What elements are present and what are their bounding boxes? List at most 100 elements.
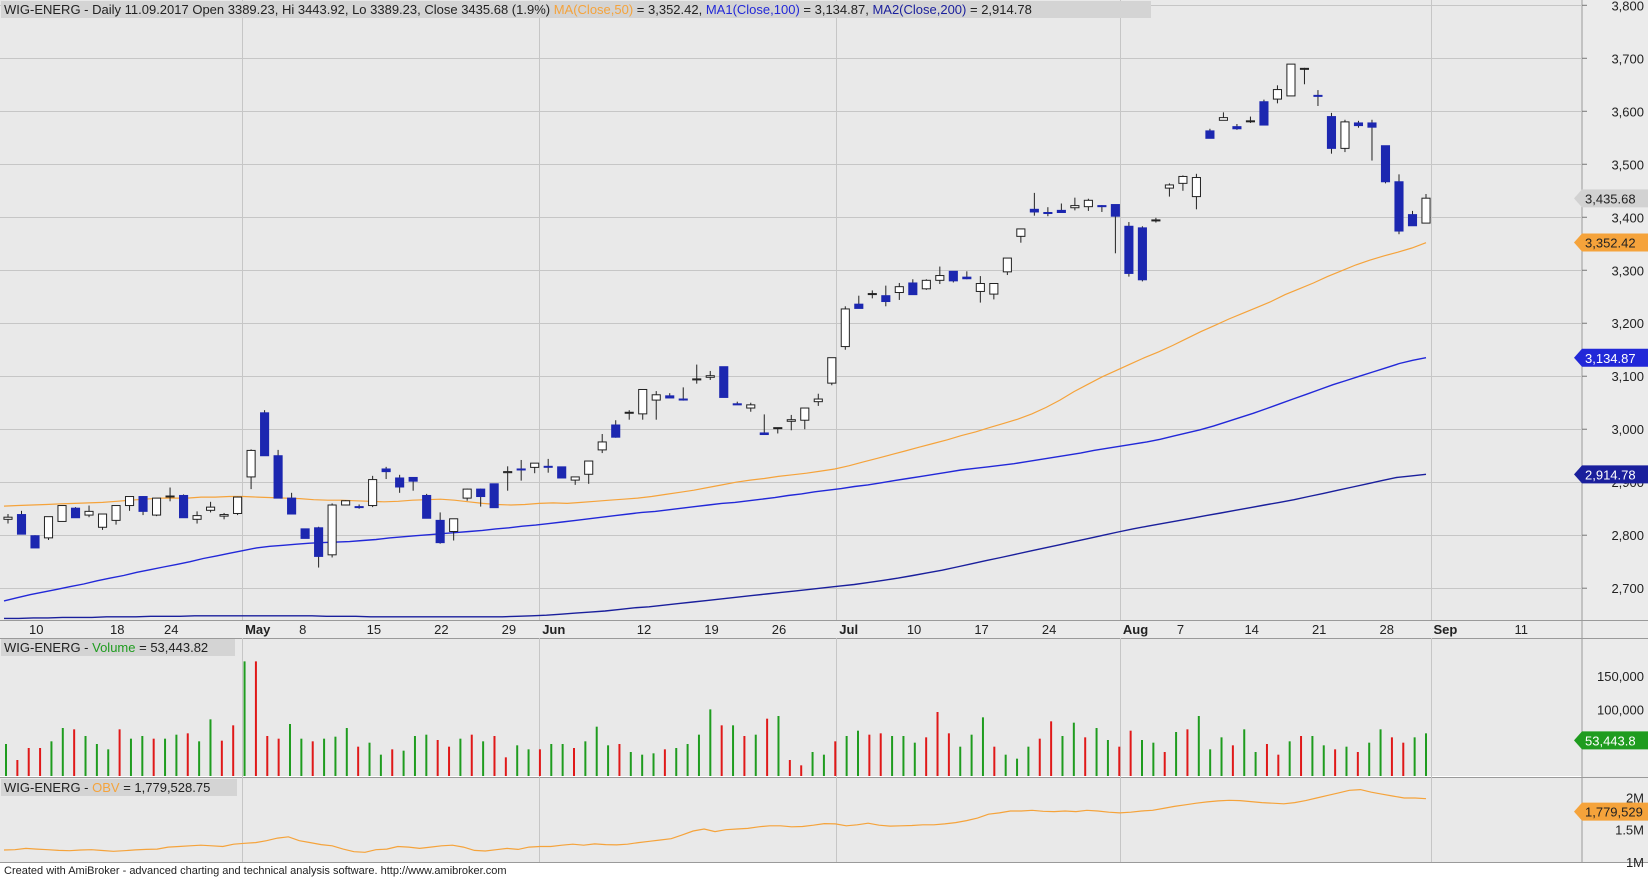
candle-body <box>867 293 877 296</box>
candle <box>124 496 135 511</box>
obv-tick-label: 2M <box>1626 790 1644 805</box>
candle-body <box>489 483 499 509</box>
candle <box>1205 128 1215 139</box>
price-panel[interactable] <box>0 0 1582 620</box>
candle-body <box>1083 199 1093 208</box>
candle-body <box>300 528 310 539</box>
candle-body <box>1070 205 1080 209</box>
candle <box>800 407 810 430</box>
candle-body <box>165 495 175 498</box>
candle <box>1056 203 1066 213</box>
candle <box>1191 173 1201 210</box>
candle-body <box>651 394 661 401</box>
obv-tick-label: 1M <box>1626 855 1644 870</box>
candle-body <box>1016 228 1026 237</box>
candle <box>422 493 432 519</box>
tag-label: 1,779,529 <box>1585 805 1643 820</box>
price-tick-label: 3,500 <box>1611 157 1644 172</box>
candle-body <box>1097 205 1107 208</box>
candle-body <box>543 465 553 468</box>
candle-body <box>1272 89 1282 100</box>
candle <box>854 295 864 309</box>
candle <box>30 535 40 549</box>
candle <box>1340 119 1350 153</box>
date-label: 12 <box>637 622 651 637</box>
candle-body <box>1205 130 1215 139</box>
candle-body <box>1043 211 1053 214</box>
candle <box>300 528 310 539</box>
candle <box>1016 228 1026 243</box>
candle-body <box>894 286 904 294</box>
candle-body <box>1367 122 1377 128</box>
volume-panel[interactable] <box>0 638 1582 776</box>
candle-body <box>962 276 972 280</box>
candle-body <box>476 488 486 498</box>
candle <box>516 459 526 481</box>
candle-body <box>854 303 864 309</box>
tag-shape <box>1574 189 1648 208</box>
month-label: May <box>245 622 271 637</box>
candle <box>1083 198 1093 211</box>
date-label: 24 <box>1042 622 1056 637</box>
candle-body <box>827 357 837 384</box>
candle-body <box>732 403 742 406</box>
candle-body <box>908 282 918 296</box>
price-header-bg <box>1 1 1151 18</box>
candle-body <box>746 404 756 409</box>
candle-body <box>449 518 459 533</box>
candle <box>638 388 648 420</box>
candle-body <box>381 468 391 473</box>
candle <box>489 483 499 509</box>
obv-line-group <box>3 788 1427 853</box>
candle <box>395 474 405 493</box>
obv-tick-label: 1.5M <box>1615 823 1644 838</box>
candle-body <box>422 494 432 519</box>
price-tick-label: 3,300 <box>1611 263 1644 278</box>
candle <box>381 466 391 480</box>
candle-body <box>287 497 297 515</box>
tag-label: 53,443.8 <box>1585 733 1636 748</box>
candle-body <box>260 412 270 457</box>
candle-body <box>624 411 634 414</box>
candle <box>732 401 742 406</box>
volume-header-bg <box>1 639 235 656</box>
candle <box>989 283 999 300</box>
moving-average-lines <box>3 242 1427 620</box>
price-header: WIG-ENERG - Daily 11.09.2017 Open 3389.2… <box>4 2 1032 17</box>
candle-body <box>1164 184 1174 189</box>
ma-line-1 <box>3 357 1427 602</box>
price-tick-label: 2,800 <box>1611 528 1644 543</box>
candle <box>1421 193 1431 224</box>
obv-header-bg <box>1 779 237 796</box>
candle-body <box>597 441 607 451</box>
candle <box>1407 210 1418 227</box>
ma200-legend: MA2(Close,200) <box>872 2 966 17</box>
candle <box>570 476 580 485</box>
obv-panel[interactable] <box>0 778 1582 862</box>
candle-body <box>16 514 27 535</box>
candle-body <box>1380 145 1391 183</box>
candle-body <box>179 494 189 519</box>
candle <box>597 434 607 454</box>
candle-body <box>1394 181 1404 232</box>
candle-body <box>1029 208 1039 213</box>
candle <box>692 364 702 384</box>
candle <box>881 285 891 307</box>
candle <box>1124 222 1134 277</box>
candle <box>70 507 81 519</box>
candle <box>827 357 837 386</box>
candle <box>611 420 621 438</box>
candle-body <box>557 466 567 479</box>
candle <box>651 391 661 420</box>
candle <box>1002 257 1012 276</box>
obv-line <box>3 788 1427 853</box>
date-label: 22 <box>434 622 448 637</box>
candle-body <box>327 504 337 556</box>
candle-body <box>1056 209 1066 213</box>
date-axis-labels: 10 18 24 May 8 15 22 29 Jun 12 19 26 Jul 10 17 24 Aug 7 14… <box>29 622 1528 637</box>
candle <box>449 518 459 541</box>
price-tick-label: 3,200 <box>1611 316 1644 331</box>
candle <box>341 500 351 506</box>
candle <box>894 282 904 300</box>
candle-body <box>786 419 796 422</box>
